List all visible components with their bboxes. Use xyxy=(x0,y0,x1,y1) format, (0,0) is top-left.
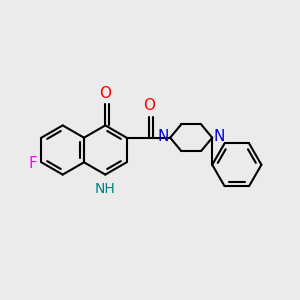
Text: NH: NH xyxy=(95,182,116,196)
Text: F: F xyxy=(28,156,37,171)
Text: O: O xyxy=(143,98,155,113)
Text: O: O xyxy=(99,86,111,101)
Text: N: N xyxy=(214,129,225,144)
Text: N: N xyxy=(157,129,169,144)
